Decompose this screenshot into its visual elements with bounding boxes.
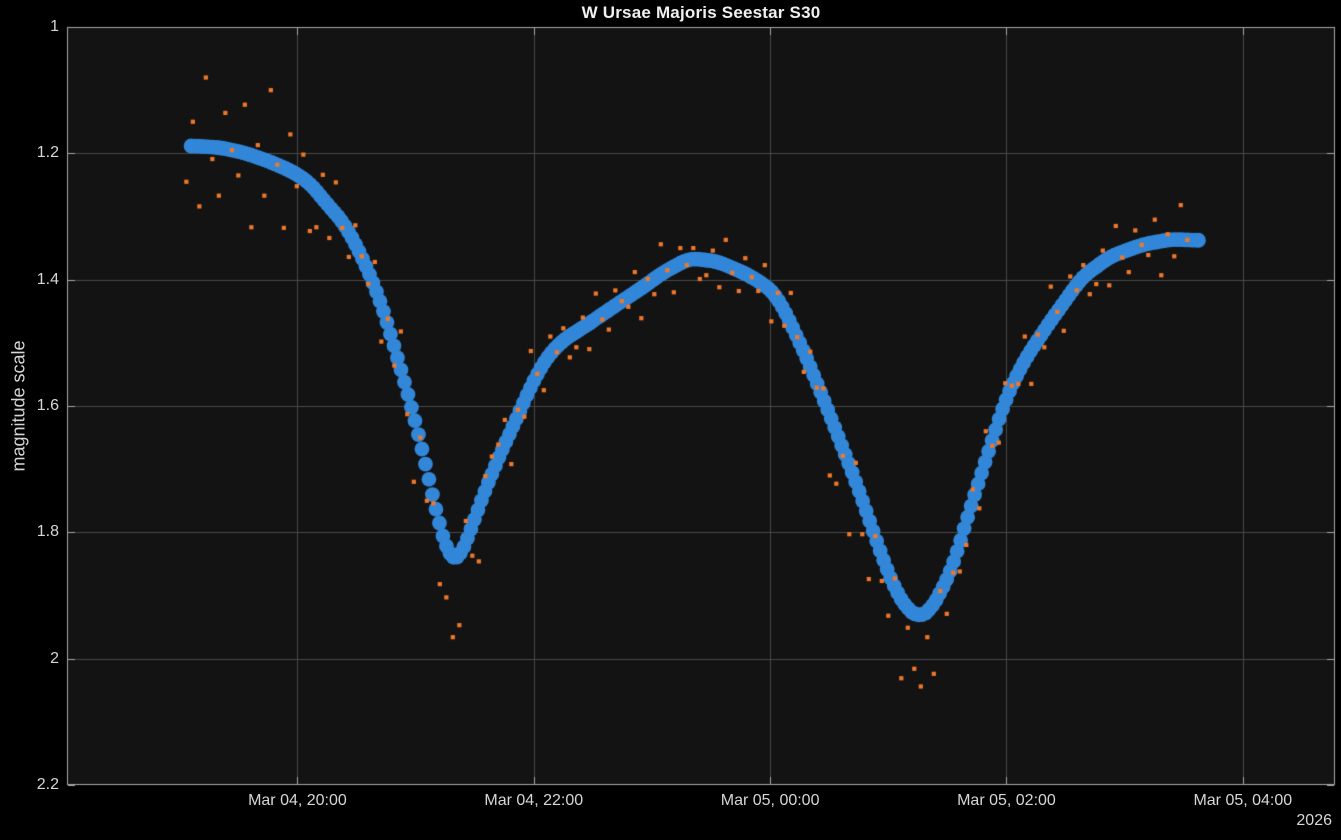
x-axis-year-label: 2026 bbox=[1296, 812, 1332, 829]
y-tick-label: 1.6 bbox=[36, 397, 59, 414]
y-tick-label: 2 bbox=[50, 649, 59, 667]
x-tick-label: Mar 05, 00:00 bbox=[720, 792, 820, 809]
y-tick-label: 1.2 bbox=[36, 144, 59, 162]
x-tick-label: Mar 05, 04:00 bbox=[1193, 792, 1293, 809]
y-tick-label: 2.2 bbox=[36, 776, 59, 793]
x-tick-label: Mar 04, 20:00 bbox=[248, 792, 347, 809]
x-tick-label: Mar 05, 02:00 bbox=[957, 792, 1056, 809]
chart-title: W Ursae Majoris Seestar S30 bbox=[581, 3, 821, 22]
y-tick-label: 1 bbox=[50, 18, 59, 35]
y-tick-label: 1.4 bbox=[36, 270, 59, 288]
y-tick-label: 1.8 bbox=[36, 523, 59, 541]
x-tick-label: Mar 04, 22:00 bbox=[484, 792, 584, 809]
